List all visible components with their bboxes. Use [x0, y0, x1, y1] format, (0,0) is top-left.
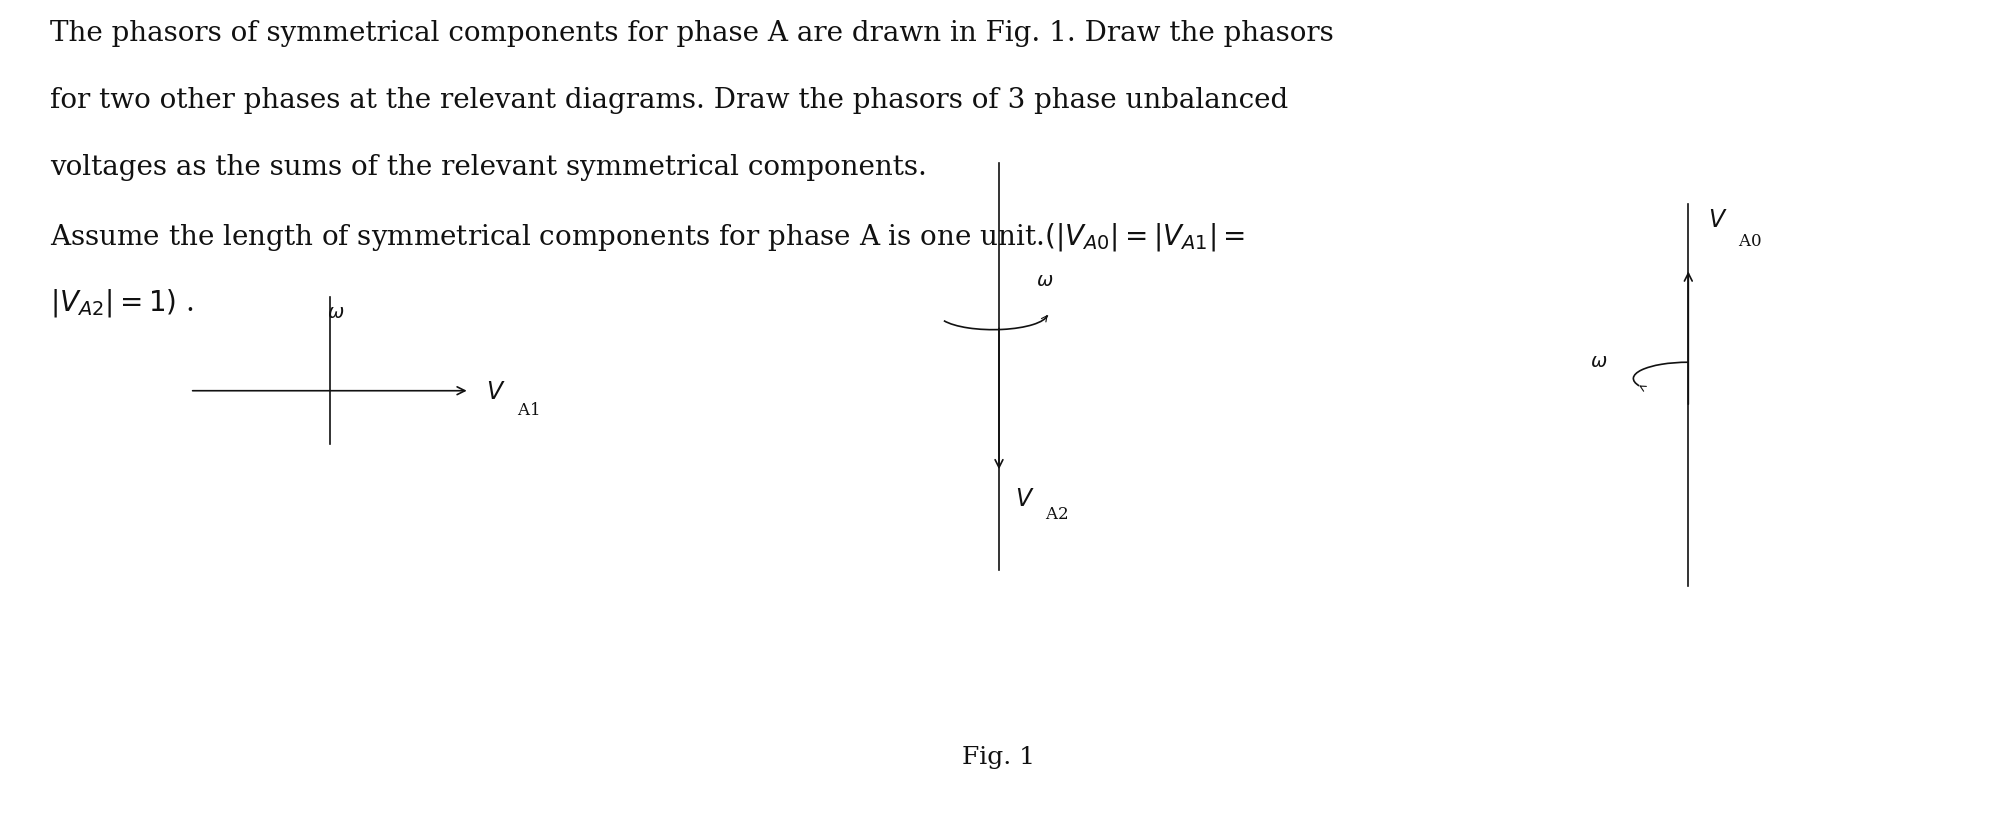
Text: $\mathregular{A0}$: $\mathregular{A0}$: [1738, 233, 1762, 250]
Text: $\omega$: $\omega$: [1037, 272, 1053, 290]
Text: $\mathregular{A1}$: $\mathregular{A1}$: [517, 402, 539, 418]
Text: $\mathit{V}$: $\mathit{V}$: [1015, 488, 1035, 511]
Text: $\mathit{V}$: $\mathit{V}$: [486, 381, 505, 404]
Text: for two other phases at the relevant diagrams. Draw the phasors of 3 phase unbal: for two other phases at the relevant dia…: [50, 87, 1289, 114]
Text: $\omega$: $\omega$: [328, 304, 344, 322]
Text: $\mathregular{A2}$: $\mathregular{A2}$: [1045, 506, 1069, 523]
Text: The phasors of symmetrical components for phase A are drawn in Fig. 1. Draw the : The phasors of symmetrical components fo…: [50, 20, 1335, 47]
Text: voltages as the sums of the relevant symmetrical components.: voltages as the sums of the relevant sym…: [50, 154, 927, 181]
Text: Assume the length of symmetrical components for phase A is one unit.$(|V_{A0}| =: Assume the length of symmetrical compone…: [50, 221, 1245, 252]
Text: Fig. 1: Fig. 1: [963, 746, 1035, 768]
Text: $|V_{A2}| = 1)$ .: $|V_{A2}| = 1)$ .: [50, 287, 194, 319]
Text: $\omega$: $\omega$: [1590, 353, 1606, 371]
Text: $\mathit{V}$: $\mathit{V}$: [1708, 209, 1728, 232]
